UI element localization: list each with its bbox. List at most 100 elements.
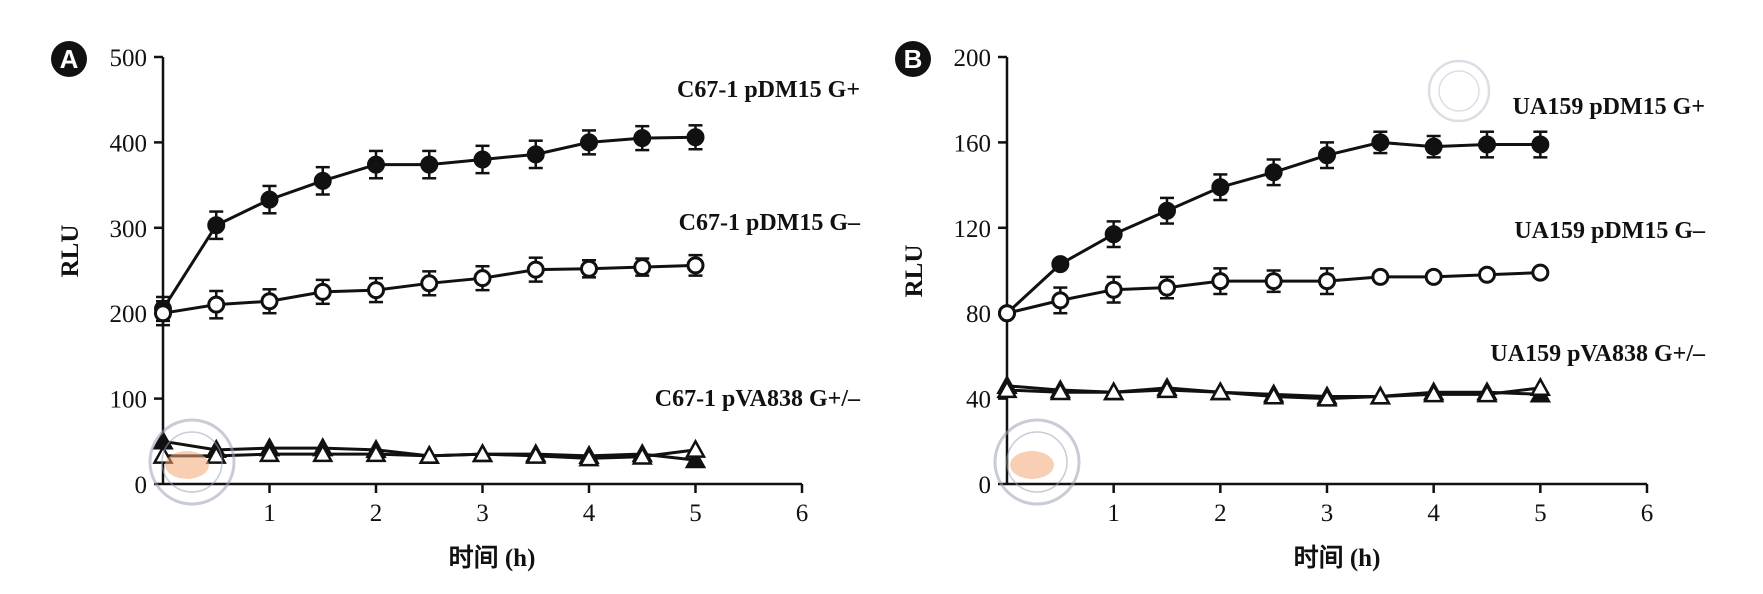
panel-b-point: [1051, 291, 1070, 310]
panel-a-point: [471, 443, 494, 463]
panel-b-y-tick-label: 200: [954, 45, 992, 72]
panel-a-point: [365, 443, 387, 463]
panel-a-point: [260, 190, 279, 209]
panel-a-y-tick-label: 400: [110, 130, 148, 157]
panel-b-x-tick-label: 1: [1107, 500, 1120, 527]
panel-b-badge: [895, 41, 931, 77]
panel-a-x-tick-label: 3: [476, 500, 489, 527]
panel-a: A RLU 时间 (h) 0 100 200 300 400 500 1 2 3 4 5 6 C67-…: [51, 41, 861, 572]
panel-a-y-tick-label: 0: [135, 472, 148, 499]
panel-a-label-pva838: C67-1 pVA838 G+/–: [655, 386, 861, 412]
panel-b-point: [1103, 381, 1125, 401]
panel-b-point: [1264, 163, 1283, 182]
panel-a-point: [631, 445, 653, 465]
panel-a-plot: 0 100 200 300 400 500 1 2 3 4 5 6: [110, 45, 809, 527]
panel-b-point: [1156, 378, 1178, 399]
panel-b-point: [1318, 146, 1336, 165]
panel-b-label-pva838: UA159 pVA838 G+/–: [1490, 341, 1706, 367]
panel-b-point: [1369, 385, 1391, 405]
panel-a-point: [686, 128, 705, 147]
panel-a-x-tick-label: 2: [370, 500, 383, 527]
panel-b-point: [1158, 278, 1176, 297]
watermark-seal-top: [1427, 59, 1491, 123]
panel-a-point: [686, 256, 705, 275]
panel-a-point: [260, 292, 279, 311]
panel-b-point: [1049, 381, 1071, 401]
panel-a-point: [312, 443, 334, 463]
panel-b-letter: B: [904, 44, 923, 74]
panel-b-point: [1531, 263, 1550, 282]
panel-b-point: [1264, 272, 1283, 291]
panel-b-point: [1424, 137, 1443, 156]
panel-a-x-tick-label: 5: [689, 500, 702, 527]
panel-a-y-tick-label: 500: [110, 45, 148, 72]
panel-a-point: [367, 155, 385, 174]
panel-a-point: [154, 304, 172, 323]
panel-a-x-tick-label: 6: [796, 500, 809, 527]
panel-a-y-tick-label: 200: [110, 301, 148, 328]
panel-b-point: [1423, 383, 1445, 403]
panel-a-point: [684, 438, 707, 458]
panel-b-y-tick-label: 120: [954, 216, 992, 243]
panel-a-point: [526, 145, 545, 164]
panel-a-label-pdm15-gplus: C67-1 pDM15 G+: [677, 77, 860, 103]
panel-a-point: [473, 269, 492, 288]
panel-a-point: [633, 129, 652, 148]
panel-a-point: [367, 281, 385, 300]
panel-b-label-pdm15-gplus: UA159 pDM15 G+: [1513, 94, 1705, 120]
panel-b-point: [1424, 267, 1443, 286]
panel-a-point: [313, 282, 332, 301]
panel-a-point: [418, 444, 440, 464]
watermark-seal-b: [993, 418, 1081, 506]
panel-b-y-tick-label: 160: [954, 130, 992, 157]
panel-b-point: [1316, 387, 1338, 407]
panel-b-point: [1529, 376, 1551, 396]
panel-b-x-tick-label: 5: [1534, 500, 1547, 527]
panel-b-point: [1476, 383, 1498, 403]
panel-b-point: [996, 378, 1018, 399]
panel-b-x-tick-label: 4: [1427, 500, 1440, 527]
panel-b-y-tick-label: 80: [966, 301, 991, 328]
panel-a-point: [258, 443, 281, 463]
panel-b-x-tick-label: 6: [1641, 500, 1654, 527]
panel-a-point: [420, 274, 439, 293]
panel-b-point: [998, 304, 1016, 323]
panel-a-point: [526, 260, 545, 279]
panel-a-point: [580, 259, 598, 278]
panel-b-series-1: [998, 130, 1550, 323]
panel-a-point: [473, 150, 492, 169]
panel-b-y-axis-label: RLU: [901, 245, 928, 298]
panel-a-point: [525, 444, 547, 464]
panel-b-x-tick-label: 2: [1214, 500, 1227, 527]
panel-a-y-tick-label: 100: [110, 387, 148, 414]
panel-b-y-tick-label: 40: [966, 387, 991, 414]
panel-b-point: [1478, 265, 1496, 284]
watermark-seal-a: [148, 418, 236, 506]
panel-b-point: [1531, 135, 1550, 154]
panel-a-point: [684, 449, 707, 469]
panel-b-x-axis-label: 时间 (h): [1294, 544, 1381, 572]
panel-b-series-4: [996, 376, 1551, 407]
panel-b-point: [1211, 272, 1230, 291]
panel-b-x-tick-label: 3: [1321, 500, 1334, 527]
panel-b-plot: 0 40 80 120 160 200 1 2 3 4 5 6: [954, 45, 1654, 527]
panel-a-x-tick-label: 1: [263, 500, 276, 527]
panel-b-point: [1318, 272, 1336, 291]
panel-a-badge: [51, 41, 87, 77]
panel-a-label-pdm15-gminus: C67-1 pDM15 G–: [679, 210, 861, 236]
panel-b-point: [1263, 385, 1285, 405]
panel-a-point: [207, 216, 226, 235]
panel-a-y-tick-label: 300: [110, 216, 148, 243]
panel-b: B RLU 时间 (h) 0 40 80 120 160 200 1 2 3 4 5 6 UA159 …: [895, 41, 1706, 572]
panel-a-series-1: [154, 124, 705, 323]
panel-a-series-4: [152, 438, 707, 467]
panel-a-series-2: [154, 253, 705, 327]
panel-a-point: [313, 171, 332, 190]
panel-a-x-axis-label: 时间 (h): [449, 544, 536, 572]
panel-b-point: [1209, 381, 1231, 401]
panel-b-point: [1478, 135, 1496, 154]
panel-b-point: [1104, 225, 1123, 244]
panel-b-point: [1158, 201, 1176, 220]
panel-a-x-tick-label: 4: [583, 500, 596, 527]
